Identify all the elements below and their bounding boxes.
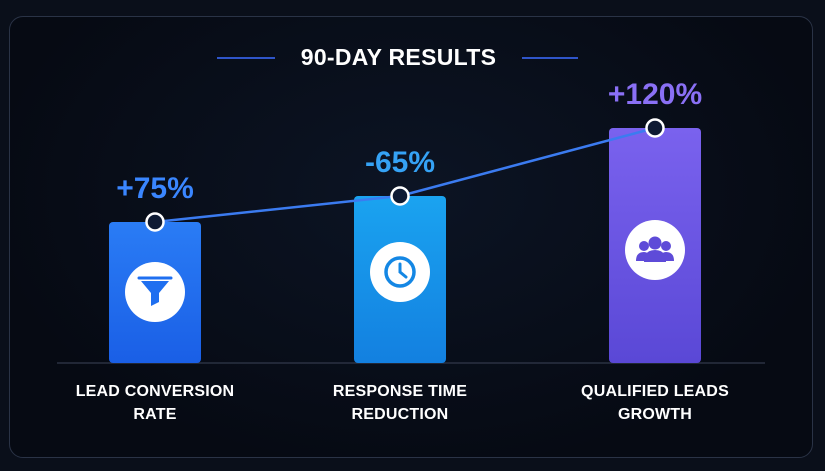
data-point-marker-2	[390, 186, 410, 206]
category-label-2: RESPONSE TIME REDUCTION	[300, 380, 500, 426]
value-label-3: +120%	[608, 78, 702, 111]
category-label-line: RESPONSE TIME	[332, 383, 468, 400]
data-point-marker-1	[145, 212, 165, 232]
category-label-line: QUALIFIED LEADS	[581, 383, 729, 400]
funnel-icon	[125, 262, 185, 322]
users-icon	[625, 220, 685, 280]
chart-title: 90-DAY RESULTS	[300, 44, 497, 70]
category-label-3: QUALIFIED LEADS GROWTH	[555, 380, 755, 426]
category-label-1: LEAD CONVERSION RATE	[55, 380, 255, 426]
clock-icon	[370, 242, 430, 302]
data-point-marker-3	[645, 118, 665, 138]
title-line-left	[217, 57, 275, 59]
value-label-1: +75%	[116, 172, 194, 205]
category-label-line: RATE	[133, 406, 177, 423]
category-label-line: REDUCTION	[351, 406, 449, 423]
value-label-2: -65%	[365, 146, 435, 179]
title-line-right	[522, 57, 578, 59]
category-label-line: LEAD CONVERSION	[75, 383, 235, 400]
category-label-line: GROWTH	[617, 406, 693, 423]
title-row: 90-DAY RESULTS	[0, 42, 825, 76]
